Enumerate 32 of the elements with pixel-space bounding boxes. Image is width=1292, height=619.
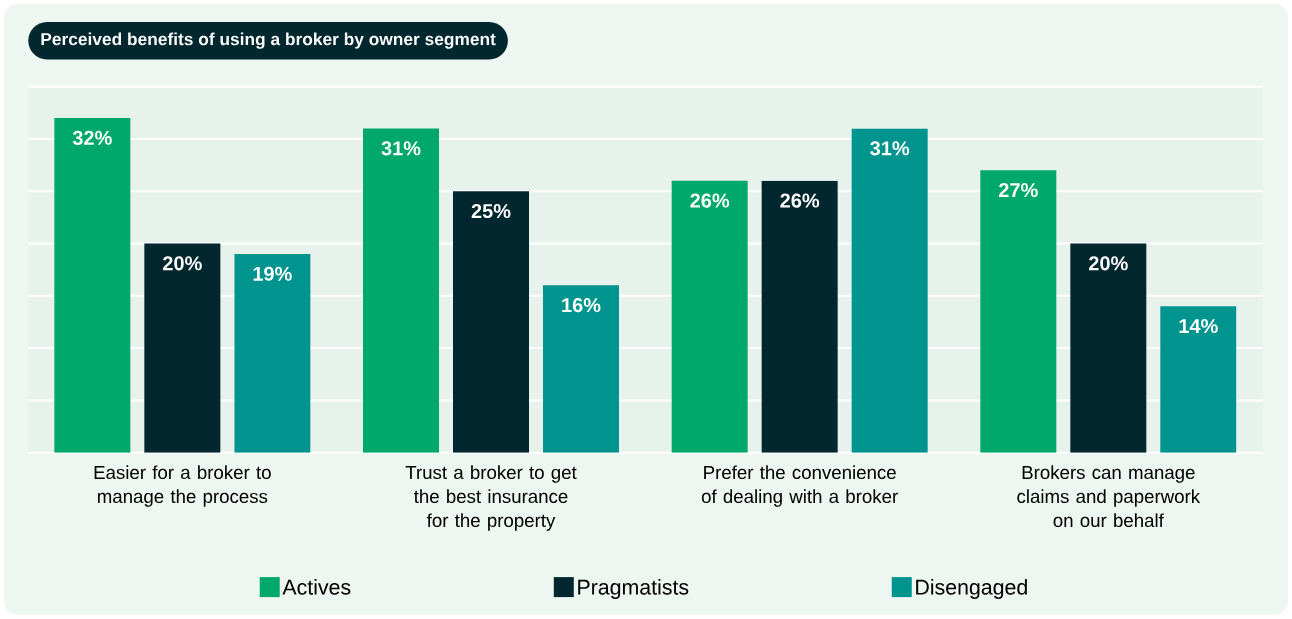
- data-label: 32%: [72, 130, 112, 146]
- data-label: 20%: [1089, 256, 1128, 271]
- bar: [851, 128, 928, 453]
- bar: [1070, 243, 1147, 453]
- chart-title: Perceived benefits of using a broker by owner segment: [41, 32, 496, 49]
- data-label: 16%: [562, 298, 601, 313]
- bar: [363, 128, 439, 453]
- bar: [671, 180, 748, 453]
- bar: [761, 180, 838, 453]
- x-tick-label: Trust a broker to get the best insurance for the property: [405, 465, 577, 531]
- bar: [980, 170, 1057, 453]
- data-label: 27%: [999, 183, 1038, 198]
- data-label: 26%: [690, 193, 730, 208]
- x-tick-label: Easier for a broker to manage the process: [94, 465, 271, 507]
- bar: [543, 285, 620, 453]
- bar: [453, 191, 530, 453]
- data-label: 19%: [253, 266, 292, 282]
- x-tick-label: Brokers can manage claims and paperwork on our behalf: [1017, 465, 1201, 528]
- data-label: 31%: [870, 141, 910, 156]
- bar: [54, 118, 131, 453]
- data-label: 31%: [381, 141, 421, 156]
- x-tick-label: Prefer the convenience of dealing with a broker: [701, 465, 898, 507]
- data-label: 14%: [1179, 319, 1218, 334]
- bar: [234, 254, 311, 453]
- legend-label: Pragmatists: [578, 579, 689, 600]
- legend-label: Disengaged: [916, 579, 1027, 600]
- legend-label: Actives: [282, 579, 351, 595]
- data-label: 25%: [471, 204, 511, 219]
- data-label: 20%: [163, 256, 202, 271]
- bar: [1160, 306, 1237, 453]
- bar: [144, 243, 221, 453]
- data-label: 26%: [780, 193, 820, 208]
